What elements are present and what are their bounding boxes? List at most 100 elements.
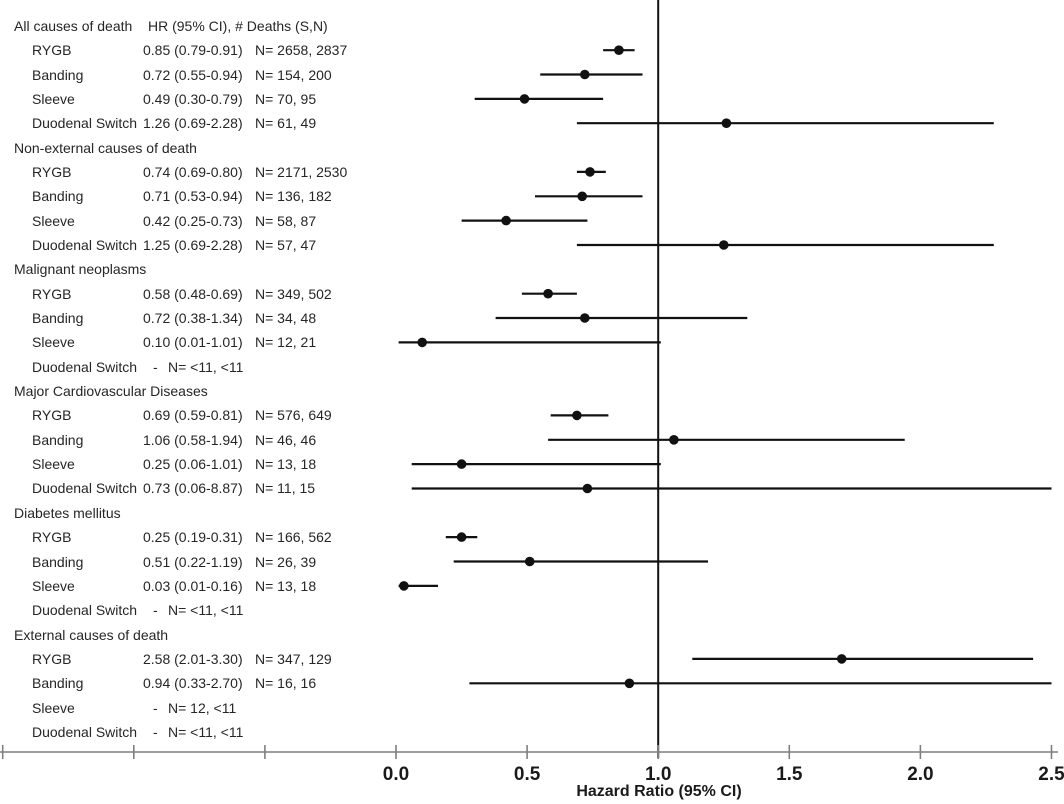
hr-value: 2.58 (2.01-3.30) [143, 650, 243, 667]
hr-missing-dash: - [153, 723, 158, 740]
row-label: Duodenal Switch [32, 236, 138, 253]
n-value: N= 154, 200 [255, 66, 332, 83]
point-estimate [624, 678, 635, 689]
group-header: Malignant neoplasms [14, 261, 147, 278]
n-value: N= 13, 18 [255, 456, 317, 473]
point-estimate [501, 215, 511, 226]
row-label: Banding [32, 431, 84, 448]
point-estimate [719, 240, 729, 250]
point-estimate [519, 94, 530, 104]
row-label: Sleeve [32, 212, 75, 229]
point-estimate [614, 45, 624, 55]
row-label: RYGB [32, 42, 72, 59]
tick-label: 2.5 [1038, 764, 1064, 785]
row-label: Banding [32, 66, 84, 83]
row-label: Sleeve [32, 456, 75, 473]
row-label: RYGB [32, 650, 72, 667]
point-estimate [417, 337, 428, 348]
n-value: N= 58, 87 [255, 212, 317, 229]
n-value: N= 57, 47 [255, 236, 317, 253]
hr-value: 0.49 (0.30-0.79) [143, 90, 243, 107]
point-estimate [580, 313, 590, 323]
point-estimate [585, 167, 595, 177]
hr-value: 1.06 (0.58-1.94) [143, 431, 243, 448]
row-label: Banding [32, 553, 84, 570]
n-value: N= 11, 15 [255, 480, 316, 497]
group-header: Diabetes mellitus [14, 504, 121, 521]
point-estimate [836, 654, 847, 664]
row-label: Sleeve [32, 699, 75, 716]
hr-value: 0.72 (0.55-0.94) [143, 66, 243, 83]
row-label: Banding [32, 310, 84, 326]
hr-value: 0.72 (0.38-1.34) [143, 310, 243, 326]
n-value: N= 12, <11 [168, 699, 237, 716]
n-value: N= 13, 18 [255, 577, 317, 594]
n-value: N= <11, <11 [168, 602, 244, 619]
n-value: N= 16, 16 [255, 675, 317, 692]
tick-label: 1.5 [776, 764, 803, 785]
n-value: N= 2171, 2530 [255, 163, 348, 180]
n-value: N= 2658, 2837 [255, 42, 348, 59]
n-value: N= 26, 39 [255, 553, 317, 570]
hr-value: 0.94 (0.33-2.70) [143, 675, 243, 692]
column-header-note: HR (95% CI), # Deaths (S,N) [148, 17, 328, 34]
hr-value: 0.58 (0.48-0.69) [143, 285, 243, 302]
row-label: RYGB [32, 285, 72, 302]
tick-label: 1.0 [645, 764, 671, 785]
row-label: Duodenal Switch [32, 115, 138, 132]
hr-value: 1.26 (0.69-2.28) [143, 115, 243, 132]
row-label: Banding [32, 675, 84, 692]
n-value: N= 166, 562 [255, 529, 332, 546]
row-label: Sleeve [32, 90, 75, 107]
hr-value: 0.25 (0.06-1.01) [143, 456, 243, 473]
row-label: RYGB [32, 163, 72, 180]
n-value: N= 136, 182 [255, 188, 332, 205]
tick-label: 0.0 [383, 764, 409, 785]
point-estimate [572, 410, 582, 421]
row-label: RYGB [32, 407, 72, 424]
hr-missing-dash: - [153, 358, 158, 375]
row-label: Sleeve [32, 334, 75, 351]
point-estimate [399, 581, 409, 591]
n-value: N= 12, 21 [255, 334, 317, 351]
row-label: Duodenal Switch [32, 602, 138, 619]
row-label: Sleeve [32, 577, 75, 594]
hr-value: 0.25 (0.19-0.31) [143, 529, 243, 546]
n-value: N= 349, 502 [255, 285, 332, 302]
group-header: Non-external causes of death [14, 139, 197, 156]
hr-value: 0.51 (0.22-1.19) [143, 553, 243, 570]
n-value: N= 46, 46 [255, 431, 317, 448]
n-value: N= <11, <11 [168, 723, 244, 740]
hr-missing-dash: - [153, 699, 158, 716]
row-label: Duodenal Switch [32, 358, 138, 375]
point-estimate [582, 483, 593, 494]
hr-value: 0.85 (0.79-0.91) [143, 42, 243, 59]
n-value: N= 34, 48 [255, 310, 317, 326]
point-estimate [721, 118, 732, 128]
point-estimate [456, 532, 467, 542]
hr-value: 0.42 (0.25-0.73) [143, 212, 243, 229]
n-value: N= <11, <11 [168, 358, 244, 375]
point-estimate [543, 288, 553, 299]
n-value: N= 61, 49 [255, 115, 317, 132]
hr-value: 0.69 (0.59-0.81) [143, 407, 243, 424]
hr-value: 0.73 (0.06-8.87) [143, 480, 243, 497]
row-label: Duodenal Switch [32, 723, 138, 740]
row-label: RYGB [32, 529, 72, 546]
point-estimate [577, 191, 587, 202]
x-axis-title: Hazard Ratio (95% CI) [576, 783, 742, 800]
n-value: N= 576, 649 [255, 407, 332, 424]
point-estimate [456, 459, 467, 469]
row-label: Banding [32, 188, 84, 205]
hr-value: 0.71 (0.53-0.94) [143, 188, 243, 205]
hr-value: 1.25 (0.69-2.28) [143, 236, 243, 253]
row-label: Duodenal Switch [32, 480, 138, 497]
n-value: N= 347, 129 [255, 650, 332, 667]
point-estimate [524, 556, 535, 567]
hr-missing-dash: - [153, 602, 158, 619]
tick-label: 2.0 [907, 764, 933, 785]
tick-label: 0.5 [514, 764, 541, 785]
n-value: N= 70, 95 [255, 90, 317, 107]
